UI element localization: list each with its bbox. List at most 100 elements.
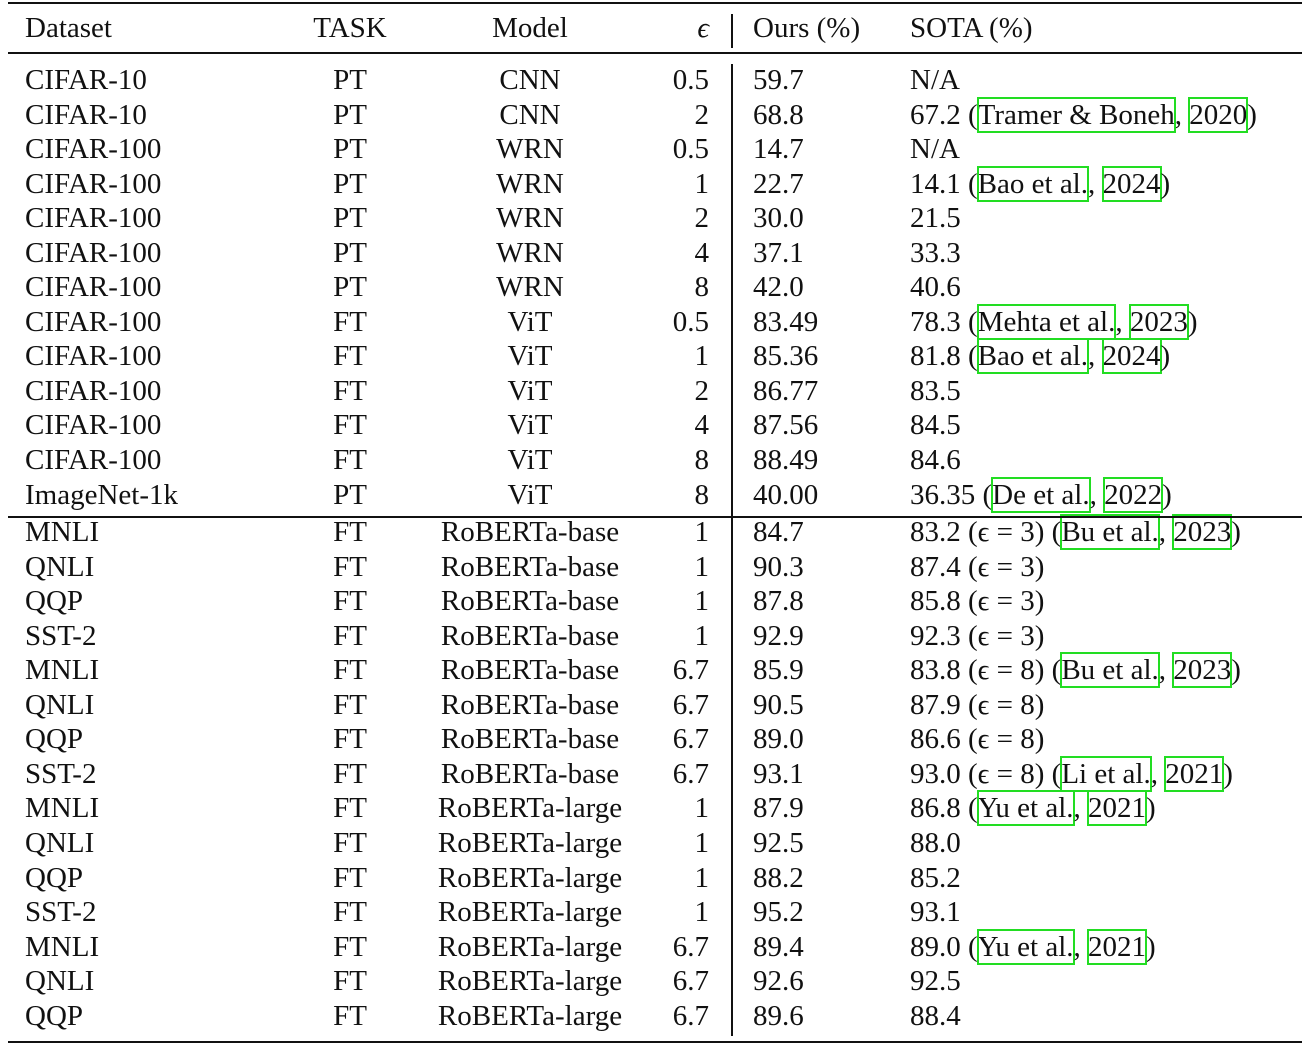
cell-task: FT xyxy=(333,723,367,756)
sota-value: 84.6 xyxy=(910,444,961,476)
cell-sota: 85.8 (ϵ = 3) xyxy=(910,584,1044,618)
cell-model: ViT xyxy=(507,340,553,372)
citation-author-link[interactable]: Tramer & Boneh xyxy=(976,97,1176,133)
cell-sota: 83.2 (ϵ = 3) (Bu et al., 2023) xyxy=(910,514,1241,550)
cell-epsilon: 2 xyxy=(694,202,710,234)
citation-author-link[interactable]: De et al. xyxy=(991,477,1091,513)
sota-epsilon-note: (ϵ = 8) xyxy=(968,654,1045,687)
citation-author-link[interactable]: Mehta et al. xyxy=(976,304,1117,340)
cell-epsilon: 6.7 xyxy=(672,688,709,721)
citation-year-link[interactable]: 2023 xyxy=(1128,304,1189,340)
sota-value: 67.2 xyxy=(910,99,961,131)
cell-dataset: CIFAR-100 xyxy=(25,271,162,303)
table-row: CIFAR-10 PT CNN 2 68.8 67.2 (Tramer & Boneh, … xyxy=(0,97,1308,133)
cell-dataset: QQP xyxy=(25,861,84,894)
citation-author-link[interactable]: Yu et al. xyxy=(976,928,1075,965)
cell-sota: 92.5 xyxy=(910,964,961,998)
cell-model: ViT xyxy=(507,444,553,476)
cell-model: CNN xyxy=(499,99,561,131)
cell-model: ViT xyxy=(507,306,553,338)
header-column-separator xyxy=(731,14,733,48)
cell-dataset: ImageNet-1k xyxy=(25,479,178,511)
cell-task: FT xyxy=(333,619,367,652)
cell-task: FT xyxy=(333,306,367,338)
cell-epsilon: 1 xyxy=(694,168,710,200)
cell-dataset: QNLI xyxy=(25,965,95,998)
cell-sota: 87.4 (ϵ = 3) xyxy=(910,550,1044,584)
cell-dataset: CIFAR-100 xyxy=(25,409,162,441)
citation-author-link[interactable]: Bu et al. xyxy=(1060,652,1160,689)
cell-task: FT xyxy=(333,896,367,929)
header-sota: SOTA (%) xyxy=(910,12,1033,44)
cell-ours: 87.56 xyxy=(753,409,819,441)
citation-year-link[interactable]: 2020 xyxy=(1188,97,1249,133)
cell-sota: 88.0 xyxy=(910,826,961,860)
cell-sota: 67.2 (Tramer & Boneh, 2020) xyxy=(910,97,1257,133)
cell-ours: 92.9 xyxy=(753,619,804,652)
sota-value: 83.2 xyxy=(910,516,961,548)
citation-author-link[interactable]: Bu et al. xyxy=(1060,514,1160,550)
table-row: SST-2 FT RoBERTa-large 1 95.2 93.1 xyxy=(0,895,1308,929)
cell-ours: 37.1 xyxy=(753,237,804,269)
cell-dataset: SST-2 xyxy=(25,757,97,790)
citation-year-link[interactable]: 2023 xyxy=(1172,652,1233,689)
header-task: TASK xyxy=(313,12,387,44)
table-row: CIFAR-100 FT ViT 4 87.56 84.5 xyxy=(0,408,1308,442)
citation-author-link[interactable]: Yu et al. xyxy=(976,790,1075,827)
cell-epsilon: 0.5 xyxy=(672,133,709,165)
cell-model: CNN xyxy=(499,64,561,96)
cell-epsilon: 1 xyxy=(694,619,710,652)
cell-epsilon: 6.7 xyxy=(672,723,709,756)
cell-sota: 21.5 xyxy=(910,201,961,235)
cell-model: RoBERTa-base xyxy=(440,757,620,790)
citation-author-link[interactable]: Bao et al. xyxy=(976,338,1090,374)
citation-year-link[interactable]: 2021 xyxy=(1087,790,1148,827)
cell-ours: 87.8 xyxy=(753,585,804,618)
cell-sota: 78.3 (Mehta et al., 2023) xyxy=(910,304,1198,340)
cell-sota: N/A xyxy=(910,63,960,97)
cell-model: WRN xyxy=(496,202,564,234)
table-row: QNLI FT RoBERTa-large 1 92.5 88.0 xyxy=(0,826,1308,860)
table-row: MNLI FT RoBERTa-large 1 87.9 86.8 (Yu et al.,… xyxy=(0,790,1308,827)
cell-ours: 92.5 xyxy=(753,826,804,859)
table-row: CIFAR-10 PT CNN 0.5 59.7 N/A xyxy=(0,63,1308,97)
sota-value: N/A xyxy=(910,133,960,165)
cell-epsilon: 8 xyxy=(694,479,710,511)
cell-task: FT xyxy=(333,375,367,407)
citation-year-link[interactable]: 2023 xyxy=(1172,514,1233,550)
cell-dataset: QNLI xyxy=(25,826,95,859)
citation-year-link[interactable]: 2022 xyxy=(1103,477,1164,513)
cell-dataset: CIFAR-100 xyxy=(25,202,162,234)
cell-dataset: MNLI xyxy=(25,792,100,825)
cell-ours: 95.2 xyxy=(753,896,804,929)
cell-epsilon: 2 xyxy=(694,99,710,131)
cell-epsilon: 0.5 xyxy=(672,306,709,338)
sota-value: 81.8 xyxy=(910,340,961,372)
cell-model: ViT xyxy=(507,409,553,441)
sota-value: 93.0 xyxy=(910,757,961,790)
cell-epsilon: 1 xyxy=(694,861,710,894)
cell-task: FT xyxy=(333,444,367,476)
cell-model: RoBERTa-base xyxy=(440,723,620,756)
sota-value: 83.8 xyxy=(910,654,961,687)
sota-epsilon-note: (ϵ = 3) xyxy=(968,516,1045,548)
cell-ours: 42.0 xyxy=(753,271,804,303)
citation-year-link[interactable]: 2021 xyxy=(1164,755,1225,792)
sota-value: 92.5 xyxy=(910,965,961,998)
citation-year-link[interactable]: 2024 xyxy=(1101,166,1162,202)
cell-model: RoBERTa-base xyxy=(440,654,620,687)
citation-author-link[interactable]: Li et al. xyxy=(1060,755,1152,792)
table-row: CIFAR-100 PT WRN 0.5 14.7 N/A xyxy=(0,132,1308,166)
table-row: SST-2 FT RoBERTa-base 6.7 93.1 93.0 (ϵ = 8) (… xyxy=(0,755,1308,792)
table-row: QNLI FT RoBERTa-base 1 90.3 87.4 (ϵ = 3) xyxy=(0,550,1308,584)
cell-dataset: QNLI xyxy=(25,688,95,721)
cell-sota: 87.9 (ϵ = 8) xyxy=(910,688,1044,722)
citation-year-link[interactable]: 2024 xyxy=(1101,338,1162,374)
sota-value: 88.4 xyxy=(910,999,961,1032)
cell-ours: 85.36 xyxy=(753,340,819,372)
cell-task: FT xyxy=(333,965,367,998)
cell-task: FT xyxy=(333,688,367,721)
cell-ours: 68.8 xyxy=(753,99,804,131)
citation-author-link[interactable]: Bao et al. xyxy=(976,166,1090,202)
citation-year-link[interactable]: 2021 xyxy=(1087,928,1148,965)
